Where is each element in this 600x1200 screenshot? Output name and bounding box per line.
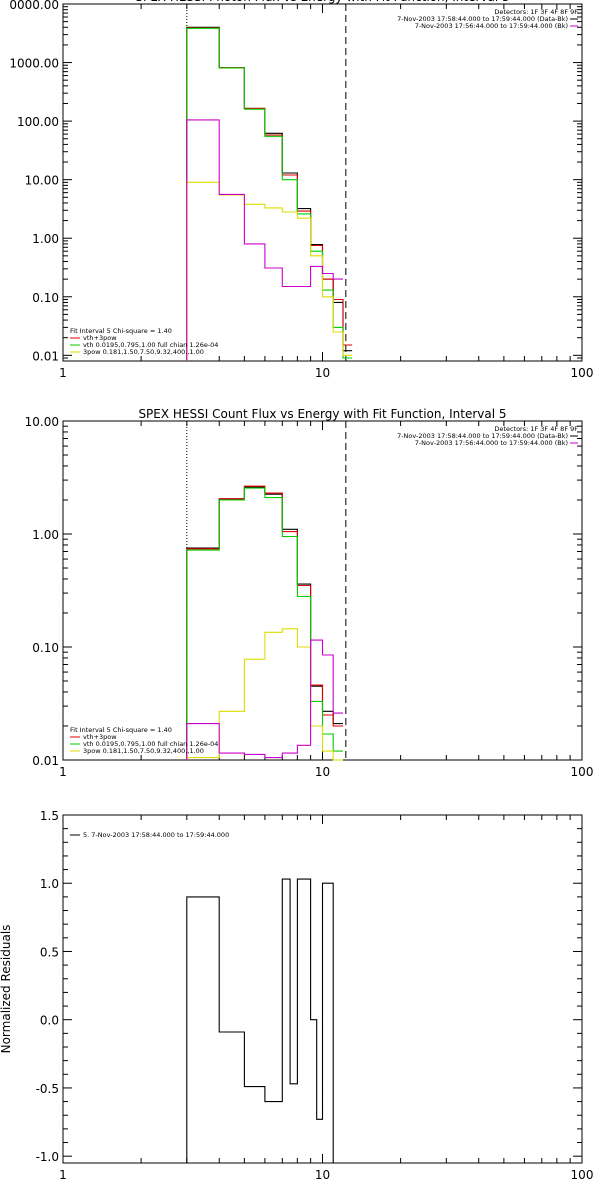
legend-entry: vth+3pow bbox=[83, 334, 117, 342]
info-text: 7-Nov-2003 17:56:44.000 to 17:59:44.000 … bbox=[415, 439, 568, 447]
series-vth-3pow bbox=[186, 485, 343, 760]
series-3pow bbox=[186, 181, 353, 361]
y-tick-label: 1000.00 bbox=[9, 57, 59, 71]
y-tick-label: 10.00 bbox=[25, 174, 59, 188]
y-tick-label: 100.00 bbox=[17, 115, 59, 129]
y-tick-label: -1.0 bbox=[36, 1150, 59, 1164]
legend-entry: Fit Interval 5 Chi-square = 1.40 bbox=[70, 726, 172, 734]
series-bk bbox=[186, 639, 343, 760]
series-3pow bbox=[186, 628, 343, 761]
x-tick-label: 10 bbox=[315, 765, 330, 779]
legend-entry: vth 0.0195,0.795,1.00 full chian 1.26e-0… bbox=[83, 740, 218, 748]
info-text: 7-Nov-2003 17:56:44.000 to 17:59:44.000 … bbox=[415, 22, 568, 30]
legend-entry: 3pow 0.181,1.50,7.50,9.32,400.,1.00 bbox=[83, 348, 204, 356]
series-data-bk bbox=[186, 26, 353, 361]
info-text: 7-Nov-2003 17:58:44.000 to 17:59:44.000 … bbox=[397, 432, 568, 440]
x-tick-label: 1 bbox=[59, 1168, 67, 1182]
series-data-bk bbox=[186, 486, 343, 760]
legend-entry: 5. 7-Nov-2003 17:58:44.000 to 17:59:44.0… bbox=[83, 831, 229, 839]
y-tick-label: 1.00 bbox=[32, 528, 59, 542]
y-tick-label: 0.01 bbox=[32, 349, 59, 363]
series-5- bbox=[186, 878, 343, 1164]
y-tick-label: 10.00 bbox=[25, 415, 59, 429]
x-tick-label: 10 bbox=[315, 366, 330, 380]
series-vth-3pow bbox=[186, 27, 353, 361]
info-text: 7-Nov-2003 17:58:44.000 to 17:59:44.000 … bbox=[397, 15, 568, 23]
x-tick-label: 100 bbox=[571, 1168, 594, 1182]
chart-panel-2: SPEX HESSI Count Flux vs Energy with Fit… bbox=[25, 407, 594, 779]
x-tick-label: 100 bbox=[571, 366, 594, 380]
y-tick-label: -0.5 bbox=[36, 1082, 59, 1096]
chart-title: SPEX HESSI Photon Flux vs Energy with Fi… bbox=[135, 0, 509, 4]
y-axis-label: Normalized Residuals bbox=[0, 925, 13, 1054]
y-tick-label: 1.00 bbox=[32, 232, 59, 246]
y-tick-label: 1.0 bbox=[40, 877, 59, 891]
series-vth bbox=[186, 27, 353, 361]
series-vth bbox=[186, 487, 343, 760]
chart-panel-1: SPEX HESSI Photon Flux vs Energy with Fi… bbox=[9, 0, 593, 380]
x-tick-label: 100 bbox=[571, 765, 594, 779]
legend-entry: 3pow 0.181,1.50,7.50,9.32,400.,1.00 bbox=[83, 747, 204, 755]
y-tick-label: 1.5 bbox=[40, 809, 59, 823]
y-tick-label: 0.01 bbox=[32, 754, 59, 768]
y-tick-label: 0.0 bbox=[40, 1014, 59, 1028]
y-tick-label: 0.10 bbox=[32, 641, 59, 655]
info-text: Detectors: 1F 3F 4F 8F 9F bbox=[494, 8, 578, 16]
legend-entry: vth 0.0195,0.795,1.00 full chian 1.26e-0… bbox=[83, 341, 218, 349]
legend-entry: vth+3pow bbox=[83, 733, 117, 741]
y-tick-label: 0.5 bbox=[40, 945, 59, 959]
x-tick-label: 1 bbox=[59, 366, 67, 380]
y-tick-label: 0.10 bbox=[32, 291, 59, 305]
x-tick-label: 1 bbox=[59, 765, 67, 779]
plot-frame bbox=[62, 3, 583, 362]
info-text: Detectors: 1F 3F 4F 8F 9F bbox=[494, 425, 578, 433]
x-tick-label: 10 bbox=[315, 1168, 330, 1182]
legend-entry: Fit Interval 5 Chi-square = 1.40 bbox=[70, 327, 172, 335]
chart-title: SPEX HESSI Count Flux vs Energy with Fit… bbox=[138, 407, 506, 421]
series-bk bbox=[186, 119, 343, 361]
chart-panel-3: 1 10 100 -1.0 -0.5 0.0 0.5 1.0 1.5 Normalized Res… bbox=[0, 809, 593, 1182]
y-tick-label: 0000.00 bbox=[9, 0, 59, 12]
